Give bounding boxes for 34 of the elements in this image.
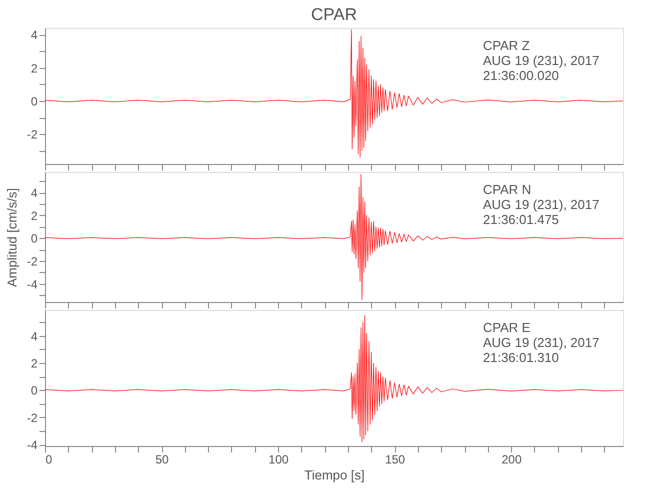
annotation: 21:36:01.475	[483, 212, 559, 227]
y-tick-label: 0	[30, 94, 38, 108]
annotation: AUG 19 (231), 2017	[483, 197, 600, 212]
y-tick-label: -2	[26, 410, 38, 425]
y-tick-label: 0	[30, 232, 38, 246]
annotation: 21:36:01.310	[483, 350, 559, 365]
x-axis-title: Tiempo [s]	[304, 468, 365, 482]
x-tick-label: 200	[502, 452, 522, 466]
annotation: 21:36:00.020	[483, 68, 559, 83]
annotation: AUG 19 (231), 2017	[483, 335, 600, 350]
x-tick-label: 0	[46, 452, 52, 466]
line-series	[44, 29, 624, 158]
y-tick-label: 2	[30, 356, 38, 371]
x-tick-label: 100	[268, 452, 289, 466]
annotation: CPAR E	[483, 320, 531, 335]
y-tick-label: -4	[26, 438, 38, 452]
y-tick-label: 2	[30, 208, 38, 223]
y-axis-title: Amplitud [cm/s/s]	[4, 188, 20, 287]
chart-title: CPAR	[311, 5, 357, 24]
annotation: CPAR N	[483, 182, 532, 197]
y-tick-label: 2	[30, 61, 38, 76]
annotation: CPAR Z	[483, 38, 530, 53]
line-series	[44, 174, 624, 300]
annotation: AUG 19 (231), 2017	[483, 53, 600, 68]
y-tick-label: 0	[30, 384, 38, 398]
y-tick-label: -4	[26, 277, 38, 292]
x-tick-label: 150	[385, 452, 406, 466]
y-tick-label: 4	[30, 186, 38, 200]
y-tick-label: 4	[30, 329, 38, 344]
x-tick-label: 50	[155, 452, 170, 466]
line-series	[44, 315, 624, 442]
y-tick-label: -2	[26, 128, 38, 142]
y-tick-label: 4	[30, 28, 38, 42]
y-tick-label: -2	[26, 254, 38, 268]
